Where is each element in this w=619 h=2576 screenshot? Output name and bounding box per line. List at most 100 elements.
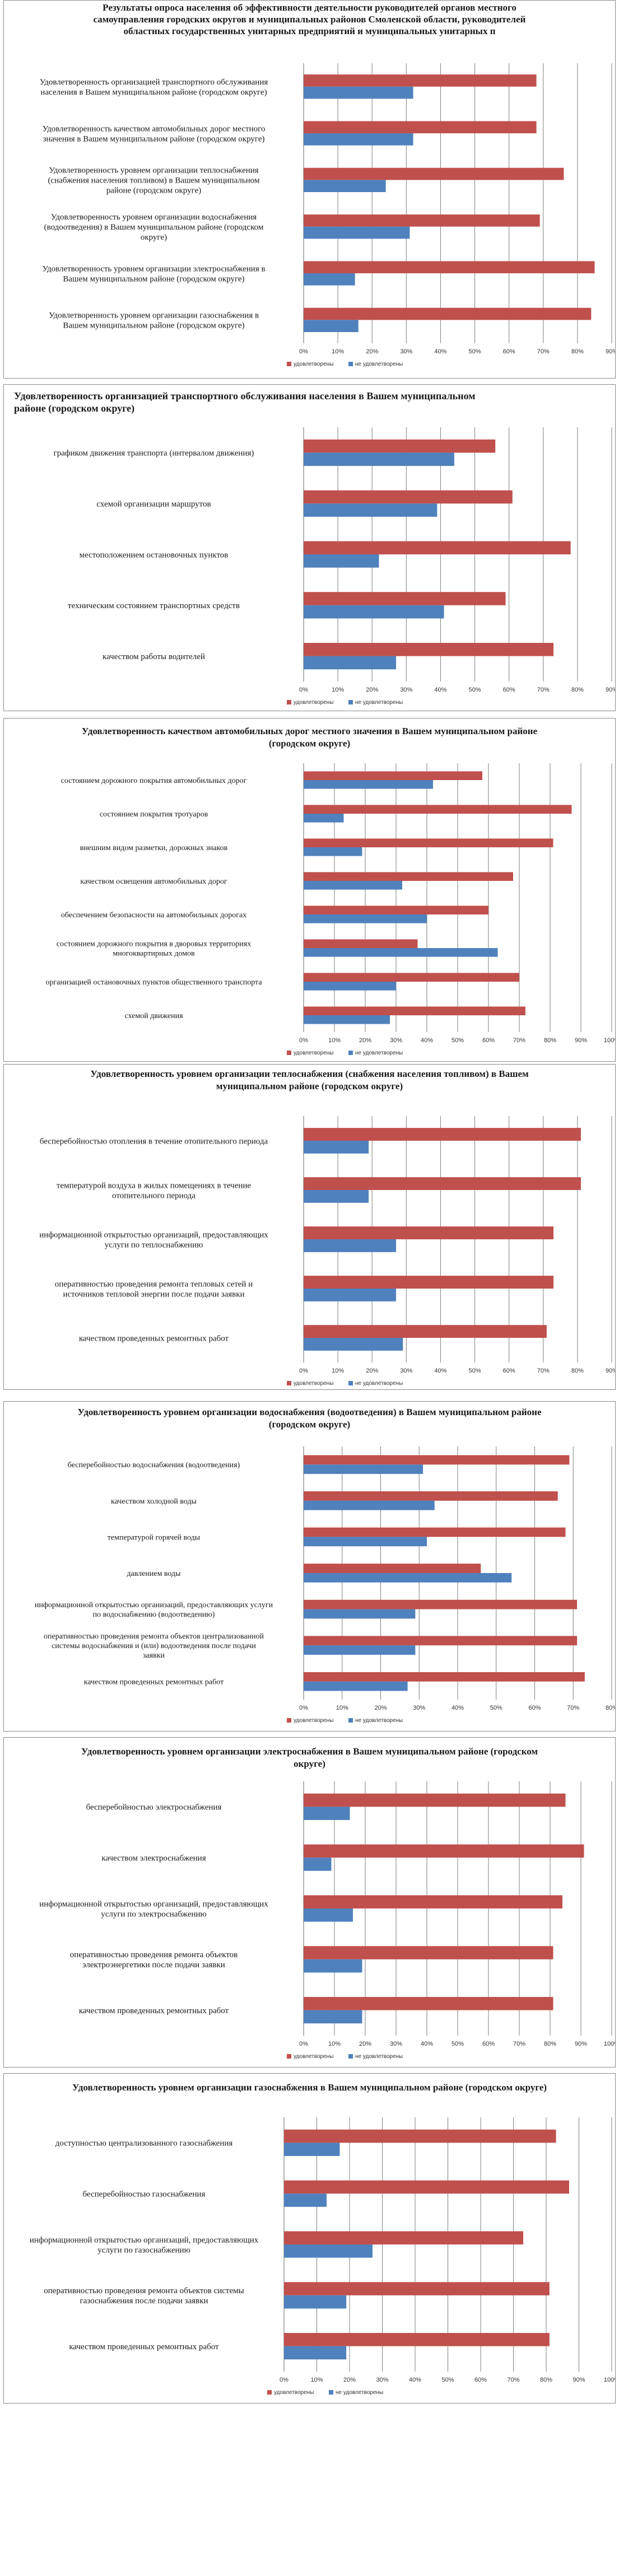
chart-panel: Удовлетворенность уровнем организации га… (3, 2073, 616, 2404)
chart-title: Удовлетворенность качеством автомобильны… (82, 726, 538, 749)
bar-satisfied (304, 1996, 553, 2010)
x-tick-label: 60% (503, 348, 515, 355)
bar-satisfied (304, 121, 537, 133)
bar-satisfied (304, 838, 553, 847)
bar-chart-svg: Результаты опроса населения об эффективн… (40, 2, 615, 367)
bar-satisfied (304, 1128, 581, 1141)
legend-swatch-satisfied (287, 700, 291, 704)
x-tick-label: 30% (413, 1705, 425, 1711)
category-label: Удовлетворенность организацией транспорт… (40, 78, 268, 97)
bar-not-satisfied (304, 503, 438, 517)
bar-chart-svg: Удовлетворенность уровнем организации те… (39, 1068, 615, 1387)
legend-swatch-satisfied (287, 1051, 291, 1055)
x-tick-label: 20% (366, 1368, 378, 1374)
bar-satisfied (304, 261, 595, 273)
category-label: графиком движения транспорта (интервалом… (54, 449, 254, 458)
bar-satisfied (284, 2180, 569, 2194)
x-tick-label: 30% (390, 1037, 402, 1044)
bar-not-satisfied (304, 452, 454, 466)
bar-satisfied (304, 541, 571, 554)
bar-satisfied (304, 1793, 566, 1807)
x-tick-label: 100% (604, 1037, 615, 1044)
x-tick-label: 90% (575, 1037, 587, 1044)
category-label: Удовлетворенность уровнем организации эл… (42, 264, 265, 283)
x-tick-label: 10% (336, 1705, 348, 1711)
category-label: доступностью централизованного газоснабж… (55, 2139, 233, 2148)
x-tick-label: 0% (280, 2377, 288, 2383)
bar-satisfied (304, 1491, 558, 1501)
category-label: Удовлетворенность качеством автомобильны… (43, 124, 266, 143)
legend-swatch-not-satisfied (348, 1381, 353, 1385)
bar-not-satisfied (304, 86, 413, 99)
bar-satisfied (304, 805, 572, 814)
bar-satisfied (304, 1564, 481, 1573)
category-label: качеством проведенных ремонтных работ (79, 2006, 229, 2015)
bar-not-satisfied (284, 2295, 347, 2309)
x-tick-label: 60% (482, 1037, 495, 1044)
legend-swatch-not-satisfied (348, 362, 353, 366)
legend-label-not-satisfied: не удовлетворены (355, 1050, 403, 1056)
x-tick-label: 90% (575, 2041, 587, 2047)
x-tick-label: 30% (390, 2041, 402, 2047)
category-label: температурой воздуха в жилых помещениях … (57, 1181, 252, 1200)
bar-satisfied (304, 1325, 547, 1338)
bar-chart-svg: Удовлетворенность качеством автомобильны… (45, 726, 615, 1056)
x-tick-label: 70% (537, 687, 550, 693)
x-tick-label: 70% (537, 348, 550, 355)
x-tick-label: 10% (310, 2377, 323, 2383)
bar-satisfied (304, 1844, 584, 1858)
bar-not-satisfied (304, 982, 396, 991)
x-tick-label: 70% (513, 2041, 525, 2047)
x-tick-label: 80% (544, 2041, 556, 2047)
legend-swatch-not-satisfied (348, 1051, 353, 1055)
category-label: бесперебойностью электроснабжения (86, 1803, 222, 1812)
category-label: информационной открытостью организаций, … (35, 1601, 273, 1619)
category-label: схемой движения (124, 1012, 183, 1020)
legend-label-not-satisfied: не удовлетворены (355, 1380, 403, 1387)
legend-label-not-satisfied: не удовлетворены (355, 361, 403, 367)
bar-not-satisfied (304, 1645, 416, 1655)
category-label: информационной открытостью организаций, … (39, 1900, 268, 1919)
category-label: качеством электроснабжения (101, 1854, 206, 1863)
legend-swatch-not-satisfied (348, 2054, 353, 2059)
x-tick-label: 10% (328, 1037, 341, 1044)
bar-not-satisfied (304, 2010, 362, 2024)
legend-swatch-satisfied (287, 1718, 291, 1723)
bar-not-satisfied (304, 948, 498, 957)
category-label: качеством проведенных ремонтных работ (69, 2342, 219, 2351)
bar-satisfied (304, 1177, 581, 1190)
legend-swatch-not-satisfied (348, 1718, 353, 1723)
legend-label-not-satisfied: не удовлетворены (355, 1718, 403, 1724)
category-label: состоянием покрытия тротуаров (100, 810, 208, 819)
chart-panel: Удовлетворенность организацией транспорт… (3, 384, 616, 711)
category-label: оперативностью проведения ремонта объект… (70, 1950, 238, 1970)
bar-not-satisfied (304, 554, 379, 568)
legend-label-satisfied: удовлетворены (294, 1718, 333, 1724)
chart-title: Удовлетворенность организацией транспорт… (14, 390, 475, 414)
bar-not-satisfied (304, 1807, 350, 1821)
category-label: Удовлетворенность уровнем организации во… (44, 213, 264, 242)
bar-satisfied (304, 307, 592, 320)
bar-satisfied (304, 592, 506, 605)
chart-panel: Результаты опроса населения об эффективн… (3, 0, 616, 379)
chart-title: Удовлетворенность уровнем организации га… (72, 2082, 547, 2093)
x-tick-label: 20% (374, 1705, 387, 1711)
bar-satisfied (304, 167, 564, 180)
bar-satisfied (304, 1006, 525, 1015)
x-tick-label: 80% (571, 348, 584, 355)
x-tick-label: 0% (299, 687, 308, 693)
x-tick-label: 60% (482, 2041, 495, 2047)
bar-satisfied (304, 1946, 553, 1959)
bar-not-satisfied (304, 1573, 512, 1583)
x-tick-label: 50% (469, 687, 481, 693)
x-tick-label: 30% (400, 687, 412, 693)
bar-not-satisfied (304, 881, 402, 890)
bar-satisfied (304, 642, 554, 656)
legend-label-satisfied: удовлетворены (294, 361, 333, 367)
x-tick-label: 70% (513, 1037, 525, 1044)
category-label: качеством проведенных ремонтных работ (84, 1678, 224, 1687)
category-label: качеством работы водителей (103, 652, 205, 661)
legend-swatch-satisfied (287, 362, 291, 366)
bar-not-satisfied (304, 1959, 362, 1973)
bar-chart-svg: Удовлетворенность организацией транспорт… (14, 390, 615, 706)
